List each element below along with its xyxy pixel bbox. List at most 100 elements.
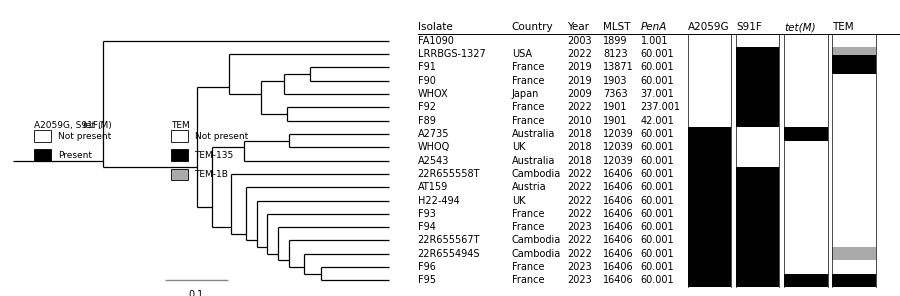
Text: 60.001: 60.001 (641, 222, 674, 232)
Text: 22R655494S: 22R655494S (418, 249, 480, 259)
Text: Country: Country (512, 22, 554, 32)
Text: 1.001: 1.001 (641, 36, 668, 46)
Text: H22-494: H22-494 (418, 196, 459, 205)
Bar (736, 47, 779, 127)
Text: 2018: 2018 (567, 142, 592, 152)
Bar (832, 47, 876, 55)
Text: A2735: A2735 (418, 129, 449, 139)
Text: Not present: Not present (194, 131, 248, 141)
Text: F93: F93 (418, 209, 436, 219)
Text: 60.001: 60.001 (641, 142, 674, 152)
Text: France: France (512, 209, 544, 219)
Text: Australia: Australia (512, 156, 555, 165)
Text: 1903: 1903 (603, 76, 628, 86)
Text: 2019: 2019 (567, 76, 592, 86)
Text: 7363: 7363 (603, 89, 628, 99)
Text: 16406: 16406 (603, 209, 634, 219)
Text: 2022: 2022 (567, 209, 592, 219)
Text: 22R655558T: 22R655558T (418, 169, 480, 179)
Text: AT159: AT159 (418, 182, 448, 192)
Text: France: France (512, 222, 544, 232)
Text: 2009: 2009 (567, 89, 592, 99)
Text: 60.001: 60.001 (641, 236, 674, 245)
Text: UK: UK (512, 142, 526, 152)
Text: 22R655567T: 22R655567T (418, 236, 480, 245)
Text: Austria: Austria (512, 182, 546, 192)
Text: 12039: 12039 (603, 156, 634, 165)
Text: 1899: 1899 (603, 36, 628, 46)
Text: F89: F89 (418, 116, 436, 126)
Bar (832, 247, 876, 260)
Text: 60.001: 60.001 (641, 276, 674, 285)
Bar (171, 130, 188, 142)
Text: Present: Present (58, 151, 92, 160)
Bar (171, 168, 188, 180)
Text: 2018: 2018 (567, 156, 592, 165)
Text: tet: tet (82, 121, 94, 130)
Text: 16406: 16406 (603, 169, 634, 179)
Text: 60.001: 60.001 (641, 129, 674, 139)
Text: Cambodia: Cambodia (512, 236, 561, 245)
Text: WHOQ: WHOQ (418, 142, 450, 152)
Text: France: France (512, 62, 544, 72)
Text: 60.001: 60.001 (641, 209, 674, 219)
Text: 1901: 1901 (603, 102, 628, 112)
Text: 13871: 13871 (603, 62, 634, 72)
Text: FA1090: FA1090 (418, 36, 454, 46)
Text: 60.001: 60.001 (641, 196, 674, 205)
Bar (832, 55, 876, 74)
Text: Not present: Not present (58, 131, 111, 141)
Text: TEM: TEM (171, 121, 190, 130)
Bar (736, 167, 779, 287)
Text: UK: UK (512, 196, 526, 205)
Text: Isolate: Isolate (418, 22, 453, 32)
Text: Cambodia: Cambodia (512, 169, 561, 179)
Text: F95: F95 (418, 276, 436, 285)
Text: 60.001: 60.001 (641, 62, 674, 72)
Text: tet(M): tet(M) (784, 22, 815, 32)
Text: A2059G, S91F,: A2059G, S91F, (34, 121, 104, 130)
Text: TEM-1B: TEM-1B (194, 170, 229, 179)
Text: France: France (512, 76, 544, 86)
Text: 2003: 2003 (567, 36, 592, 46)
Text: PenA: PenA (641, 22, 667, 32)
Text: A2059G: A2059G (688, 22, 729, 32)
Text: 60.001: 60.001 (641, 49, 674, 59)
Text: 2022: 2022 (567, 196, 592, 205)
Text: 2022: 2022 (567, 169, 592, 179)
Text: 60.001: 60.001 (641, 156, 674, 165)
Bar (688, 127, 731, 287)
Bar (171, 149, 188, 161)
Text: 16406: 16406 (603, 222, 634, 232)
Text: 2023: 2023 (567, 276, 592, 285)
Text: 16406: 16406 (603, 182, 634, 192)
Text: France: France (512, 262, 544, 272)
Text: WHOX: WHOX (418, 89, 448, 99)
Text: 60.001: 60.001 (641, 249, 674, 259)
Text: TEM-135: TEM-135 (194, 151, 234, 160)
Text: 2010: 2010 (567, 116, 592, 126)
Text: Cambodia: Cambodia (512, 249, 561, 259)
Text: 8123: 8123 (603, 49, 628, 59)
Text: 16406: 16406 (603, 236, 634, 245)
Bar (34, 130, 51, 142)
Text: USA: USA (512, 49, 532, 59)
Text: 2022: 2022 (567, 236, 592, 245)
Text: 2022: 2022 (567, 182, 592, 192)
Bar (832, 274, 876, 287)
Text: 2022: 2022 (567, 49, 592, 59)
Text: 42.001: 42.001 (641, 116, 674, 126)
Text: 60.001: 60.001 (641, 76, 674, 86)
Text: F96: F96 (418, 262, 436, 272)
Text: 12039: 12039 (603, 129, 634, 139)
Text: (M): (M) (97, 121, 112, 130)
Bar (784, 274, 828, 287)
Text: 2019: 2019 (567, 62, 592, 72)
Text: Japan: Japan (512, 89, 539, 99)
Text: 0.1: 0.1 (189, 290, 203, 296)
Text: 60.001: 60.001 (641, 262, 674, 272)
Text: 60.001: 60.001 (641, 182, 674, 192)
Text: Year: Year (567, 22, 590, 32)
Text: S91F: S91F (736, 22, 761, 32)
Text: 2018: 2018 (567, 129, 592, 139)
